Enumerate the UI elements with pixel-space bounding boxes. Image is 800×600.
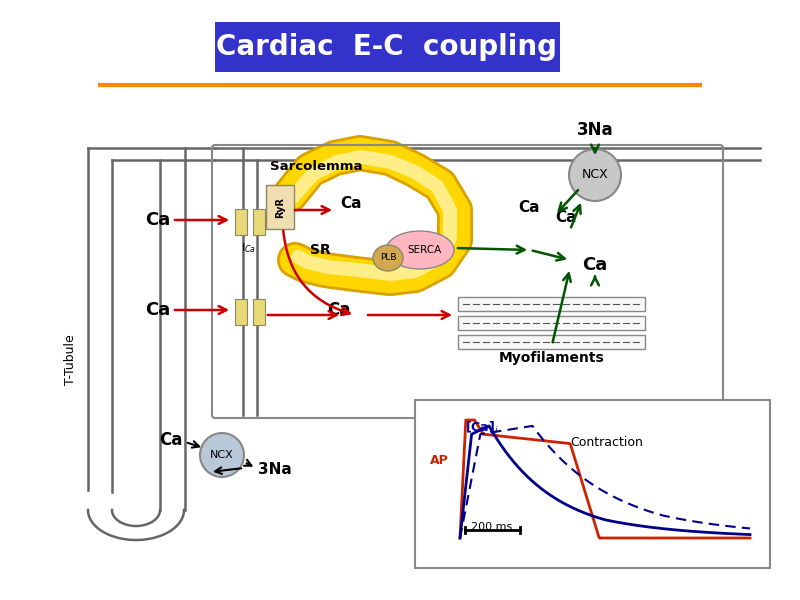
Text: SERCA: SERCA <box>408 245 442 255</box>
Text: Ca: Ca <box>326 301 350 319</box>
Text: AP: AP <box>430 454 449 467</box>
Text: Ca: Ca <box>145 211 170 229</box>
Text: T-Tubule: T-Tubule <box>63 335 77 385</box>
FancyBboxPatch shape <box>458 335 645 349</box>
Text: SR: SR <box>310 243 330 257</box>
Text: NCX: NCX <box>210 450 234 460</box>
Text: Myofilaments: Myofilaments <box>499 351 605 365</box>
Circle shape <box>200 433 244 477</box>
Ellipse shape <box>373 245 403 271</box>
FancyBboxPatch shape <box>458 316 645 330</box>
FancyBboxPatch shape <box>415 400 770 568</box>
Ellipse shape <box>386 231 454 269</box>
Text: Sarcolemma: Sarcolemma <box>270 160 362 173</box>
Text: PLB: PLB <box>380 253 396 263</box>
FancyBboxPatch shape <box>266 185 294 229</box>
Text: Ca: Ca <box>145 301 170 319</box>
Text: Ca: Ca <box>555 211 577 226</box>
Text: NCX: NCX <box>582 169 608 181</box>
Text: Ca: Ca <box>158 431 182 449</box>
Text: Contraction: Contraction <box>570 436 643 449</box>
FancyBboxPatch shape <box>253 209 265 235</box>
Text: 200 ms: 200 ms <box>471 522 513 532</box>
FancyBboxPatch shape <box>235 299 247 325</box>
Text: I$_{Ca}$: I$_{Ca}$ <box>242 241 257 255</box>
Text: 3Na: 3Na <box>577 121 614 139</box>
Text: RyR: RyR <box>275 196 285 217</box>
Text: 3Na: 3Na <box>258 463 292 478</box>
Text: [Ca]$_i$: [Ca]$_i$ <box>465 420 498 436</box>
FancyBboxPatch shape <box>253 299 265 325</box>
FancyBboxPatch shape <box>458 297 645 311</box>
FancyBboxPatch shape <box>215 22 560 72</box>
Text: Cardiac  E-C  coupling: Cardiac E-C coupling <box>217 33 558 61</box>
Text: Ca: Ca <box>518 200 540 215</box>
Text: Ca: Ca <box>340 196 362 211</box>
FancyBboxPatch shape <box>235 209 247 235</box>
Circle shape <box>569 149 621 201</box>
Text: Ca: Ca <box>582 256 608 274</box>
